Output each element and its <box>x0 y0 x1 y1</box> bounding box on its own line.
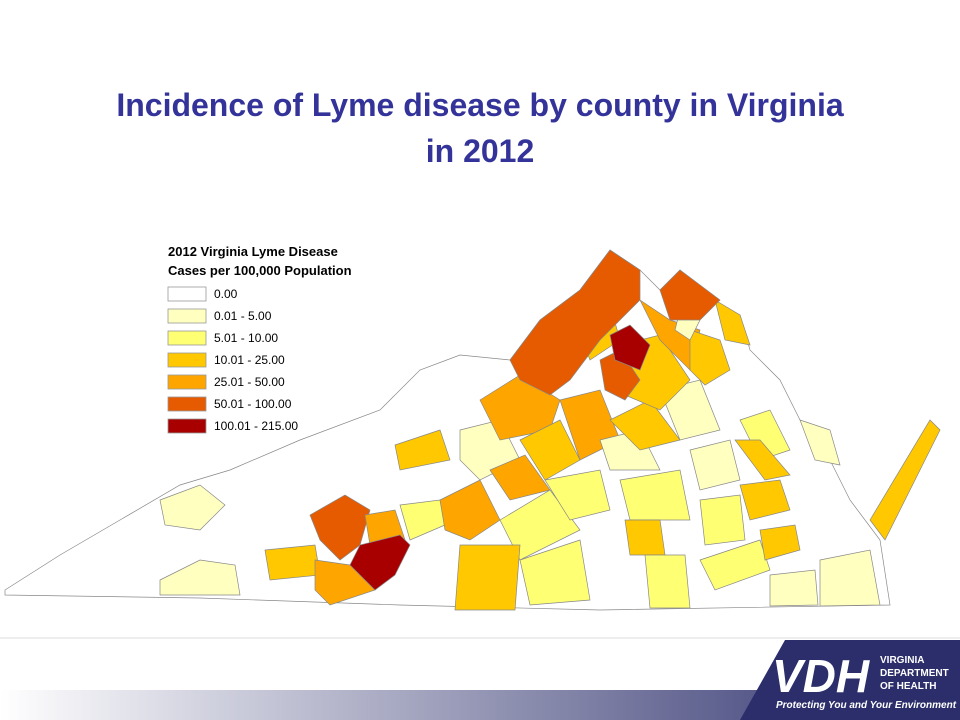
county <box>624 519 666 556</box>
legend-swatch <box>167 374 207 390</box>
county <box>689 439 741 491</box>
county <box>314 559 376 606</box>
logo-panel <box>740 640 960 720</box>
legend-swatch <box>167 286 207 302</box>
county <box>439 479 501 541</box>
county <box>349 534 411 591</box>
county <box>479 374 561 441</box>
virginia-map <box>4 249 941 611</box>
county <box>394 429 451 471</box>
legend-swatch <box>167 418 207 434</box>
county <box>659 269 721 321</box>
logo-line: OF HEALTH <box>880 681 936 692</box>
county <box>264 544 321 581</box>
logo-line: DEPARTMENT <box>880 668 949 679</box>
county <box>454 544 521 611</box>
legend-label: 50.01 - 100.00 <box>214 397 292 411</box>
slide-title: Incidence of Lyme disease by county in V… <box>116 87 844 169</box>
legend-label: 100.01 - 215.00 <box>214 419 298 433</box>
county <box>644 554 691 609</box>
legend-label: 10.01 - 25.00 <box>214 353 285 367</box>
county <box>609 324 651 371</box>
legend-label: 0.00 <box>214 287 238 301</box>
logo-mark: VDH <box>772 650 870 702</box>
logo-tagline: Protecting You and Your Environment <box>776 700 957 711</box>
legend-swatch <box>167 308 207 324</box>
legend: 2012 Virginia Lyme Disease Cases per 100… <box>167 244 352 434</box>
logo-line: VIRGINIA <box>880 655 924 666</box>
legend-swatch <box>167 330 207 346</box>
legend-swatch <box>167 396 207 412</box>
county <box>759 524 801 561</box>
county <box>544 469 611 521</box>
county <box>509 249 641 396</box>
county <box>869 419 941 541</box>
legend-title: 2012 Virginia Lyme Disease <box>168 244 338 259</box>
county <box>699 494 746 546</box>
county <box>799 419 841 466</box>
legend-label: 5.01 - 10.00 <box>214 331 278 345</box>
county <box>519 539 591 606</box>
legend-swatch <box>167 352 207 368</box>
county <box>159 484 226 531</box>
county <box>714 299 751 346</box>
legend-title: Cases per 100,000 Population <box>168 263 352 278</box>
county <box>619 469 691 521</box>
county <box>769 569 819 607</box>
county <box>159 559 241 596</box>
county <box>819 549 881 607</box>
county <box>739 479 791 521</box>
legend-label: 0.01 - 5.00 <box>214 309 272 323</box>
county <box>689 329 731 386</box>
legend-label: 25.01 - 50.00 <box>214 375 285 389</box>
county <box>699 539 771 591</box>
county <box>734 439 791 481</box>
